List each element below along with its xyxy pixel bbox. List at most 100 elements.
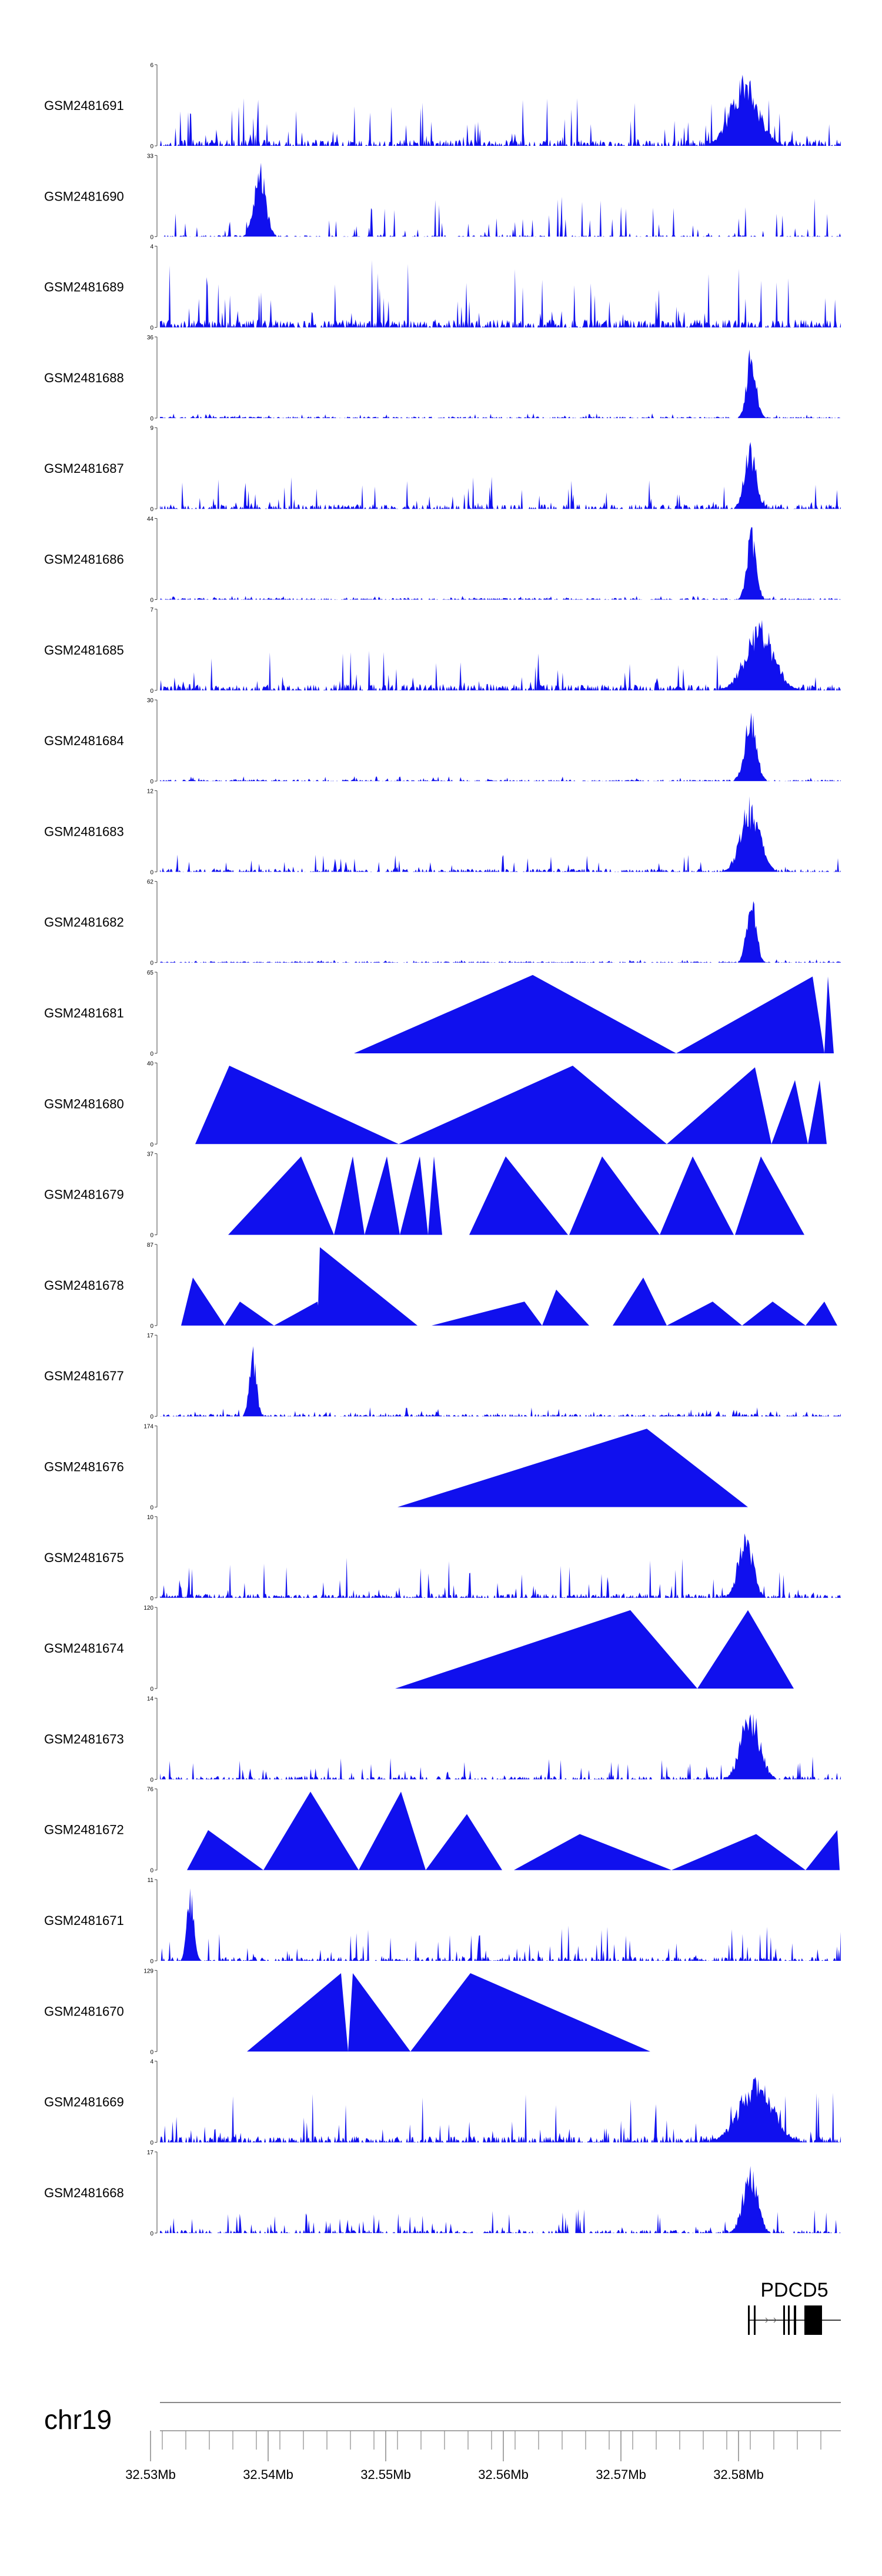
track-label: GSM2481673 [44,1731,124,1746]
track-gsm2481690: GSM2481690 33 0 [44,153,841,241]
gene-label: PDCD5 [760,2279,828,2301]
track-label: GSM2481686 [44,552,124,567]
y-max-label: 30 [147,698,154,704]
y-max-label: 120 [143,1605,153,1611]
track-signal [160,796,841,872]
y-min-label: 0 [150,416,153,422]
y-max-label: 17 [147,2150,154,2156]
strand-arrow [765,2317,769,2323]
y-max-label: 87 [147,1242,154,1249]
track-gsm2481669: GSM2481669 4 0 [44,2059,841,2147]
track-label: GSM2481689 [44,280,124,295]
track-signal [160,712,841,782]
track-gsm2481689: GSM2481689 4 0 [44,244,841,332]
y-min-label: 0 [150,1051,153,1057]
track-signal [160,1533,841,1598]
track-gsm2481674: GSM2481674 120 0 [44,1605,794,1693]
y-max-label: 40 [147,1060,154,1067]
track-label: GSM2481677 [44,1369,124,1383]
track-label: GSM2481676 [44,1460,124,1474]
track-label: GSM2481681 [44,1006,124,1020]
track-signal [195,1066,827,1144]
genome-axis-track: chr19 32.53Mb 32.54Mb 32.55Mb 32.56Mb 32.57M… [44,2402,841,2482]
y-min-label: 0 [150,1323,153,1330]
axis-tick-label: 32.54Mb [243,2467,293,2482]
y-min-label: 0 [150,2231,153,2237]
track-signal [160,442,841,509]
y-min-label: 0 [150,506,153,513]
y-max-label: 11 [148,1877,154,1884]
y-min-label: 0 [150,2140,153,2147]
track-gsm2481688: GSM2481688 36 0 [44,335,841,422]
track-signal [247,1973,650,2052]
y-max-label: 174 [143,1424,153,1430]
y-max-label: 6 [150,62,153,69]
track-label: GSM2481684 [44,733,124,748]
y-max-label: 17 [147,1333,154,1339]
track-gsm2481673: GSM2481673 14 0 [44,1696,841,1783]
y-min-label: 0 [150,234,153,241]
axis-tick-label: 32.58Mb [713,2467,764,2482]
track-signal [397,1429,748,1507]
y-max-label: 4 [150,2059,153,2066]
track-signal [160,901,841,963]
track-label: GSM2481669 [44,2095,124,2110]
track-label: GSM2481682 [44,915,124,930]
track-label: GSM2481688 [44,371,124,385]
y-min-label: 0 [150,1777,153,1783]
track-gsm2481676: GSM2481676 174 0 [44,1424,748,1511]
track-signal [160,620,841,690]
y-max-label: 76 [147,1787,154,1793]
track-gsm2481683: GSM2481683 12 0 [44,788,841,876]
y-min-label: 0 [150,779,153,785]
y-min-label: 0 [150,1686,153,1693]
y-max-label: 33 [147,153,154,159]
track-gsm2481677: GSM2481677 17 0 [44,1333,841,1420]
track-gsm2481686: GSM2481686 44 0 [44,516,841,604]
y-max-label: 44 [147,516,154,523]
track-signal [160,260,841,328]
track-label: GSM2481683 [44,824,124,839]
y-max-label: 4 [150,244,153,251]
y-min-label: 0 [150,960,153,967]
track-signal [354,975,834,1053]
track-label: GSM2481690 [44,189,124,203]
track-label: GSM2481678 [44,1278,124,1293]
track-gsm2481672: GSM2481672 76 0 [44,1787,840,1874]
y-min-label: 0 [150,144,153,150]
track-gsm2481679: GSM2481679 37 0 [44,1152,804,1239]
gene-exon [783,2305,785,2335]
y-max-label: 37 [147,1152,154,1158]
y-max-label: 62 [147,879,154,886]
gene-exon [748,2305,750,2335]
track-gsm2481670: GSM2481670 129 0 [44,1968,650,2056]
y-min-label: 0 [150,2049,153,2056]
axis-tick-label: 32.53Mb [125,2467,176,2482]
track-gsm2481680: GSM2481680 40 0 [44,1060,827,1148]
y-min-label: 0 [150,1958,153,1965]
y-min-label: 0 [150,1596,153,1602]
track-signal [160,527,841,600]
y-max-label: 10 [147,1514,154,1521]
track-label: GSM2481675 [44,1550,124,1565]
axis-tick-label: 32.55Mb [360,2467,411,2482]
y-max-label: 12 [147,788,154,795]
track-gsm2481691: GSM2481691 6 0 [44,62,841,150]
track-signal [160,349,841,418]
chromosome-label: chr19 [44,2404,112,2435]
track-label: GSM2481687 [44,461,124,476]
track-label: GSM2481685 [44,643,124,658]
axis-tick-label: 32.57Mb [596,2467,646,2482]
y-min-label: 0 [150,1414,153,1420]
track-gsm2481682: GSM2481682 62 0 [44,879,841,967]
y-min-label: 0 [150,688,153,695]
track-label: GSM2481691 [44,98,124,113]
axis-tick-label: 32.56Mb [478,2467,529,2482]
track-gsm2481668: GSM2481668 17 0 [44,2150,841,2237]
track-gsm2481671: GSM2481671 11 0 [44,1877,841,1965]
y-max-label: 36 [147,335,154,341]
track-gsm2481681: GSM2481681 65 0 [44,970,834,1057]
track-gsm2481685: GSM2481685 7 0 [44,607,841,695]
track-label: GSM2481668 [44,2185,124,2200]
